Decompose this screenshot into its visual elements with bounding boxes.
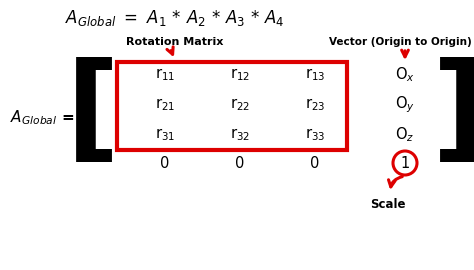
Text: $A_{Global}$ =: $A_{Global}$ = bbox=[10, 109, 74, 127]
Text: r$_{23}$: r$_{23}$ bbox=[305, 97, 325, 113]
Text: Scale: Scale bbox=[370, 198, 406, 211]
Text: 1: 1 bbox=[401, 156, 410, 170]
Text: r$_{22}$: r$_{22}$ bbox=[230, 97, 250, 113]
Text: [: [ bbox=[66, 58, 120, 173]
Text: r$_{21}$: r$_{21}$ bbox=[155, 97, 175, 113]
Text: r$_{13}$: r$_{13}$ bbox=[305, 67, 325, 83]
Bar bbox=[117, 62, 347, 150]
Text: $A_{Global}$ $=$ $A_1$ $*$ $A_2$ $*$ $A_3$ $*$ $A_4$: $A_{Global}$ $=$ $A_1$ $*$ $A_2$ $*$ $A_… bbox=[65, 8, 285, 28]
Text: r$_{12}$: r$_{12}$ bbox=[230, 67, 250, 83]
Text: ]: ] bbox=[432, 58, 474, 173]
Text: O$_x$: O$_x$ bbox=[395, 66, 415, 84]
Text: 0: 0 bbox=[160, 156, 170, 170]
Text: r$_{33}$: r$_{33}$ bbox=[305, 127, 325, 143]
Text: Rotation Matrix: Rotation Matrix bbox=[126, 37, 224, 47]
Text: r$_{32}$: r$_{32}$ bbox=[230, 127, 250, 143]
Text: O$_y$: O$_y$ bbox=[395, 95, 415, 115]
Text: 0: 0 bbox=[235, 156, 245, 170]
Text: r$_{31}$: r$_{31}$ bbox=[155, 127, 175, 143]
Text: O$_z$: O$_z$ bbox=[395, 126, 415, 144]
Text: 0: 0 bbox=[310, 156, 319, 170]
Text: Vector (Origin to Origin): Vector (Origin to Origin) bbox=[328, 37, 471, 47]
Text: r$_{11}$: r$_{11}$ bbox=[155, 67, 175, 83]
